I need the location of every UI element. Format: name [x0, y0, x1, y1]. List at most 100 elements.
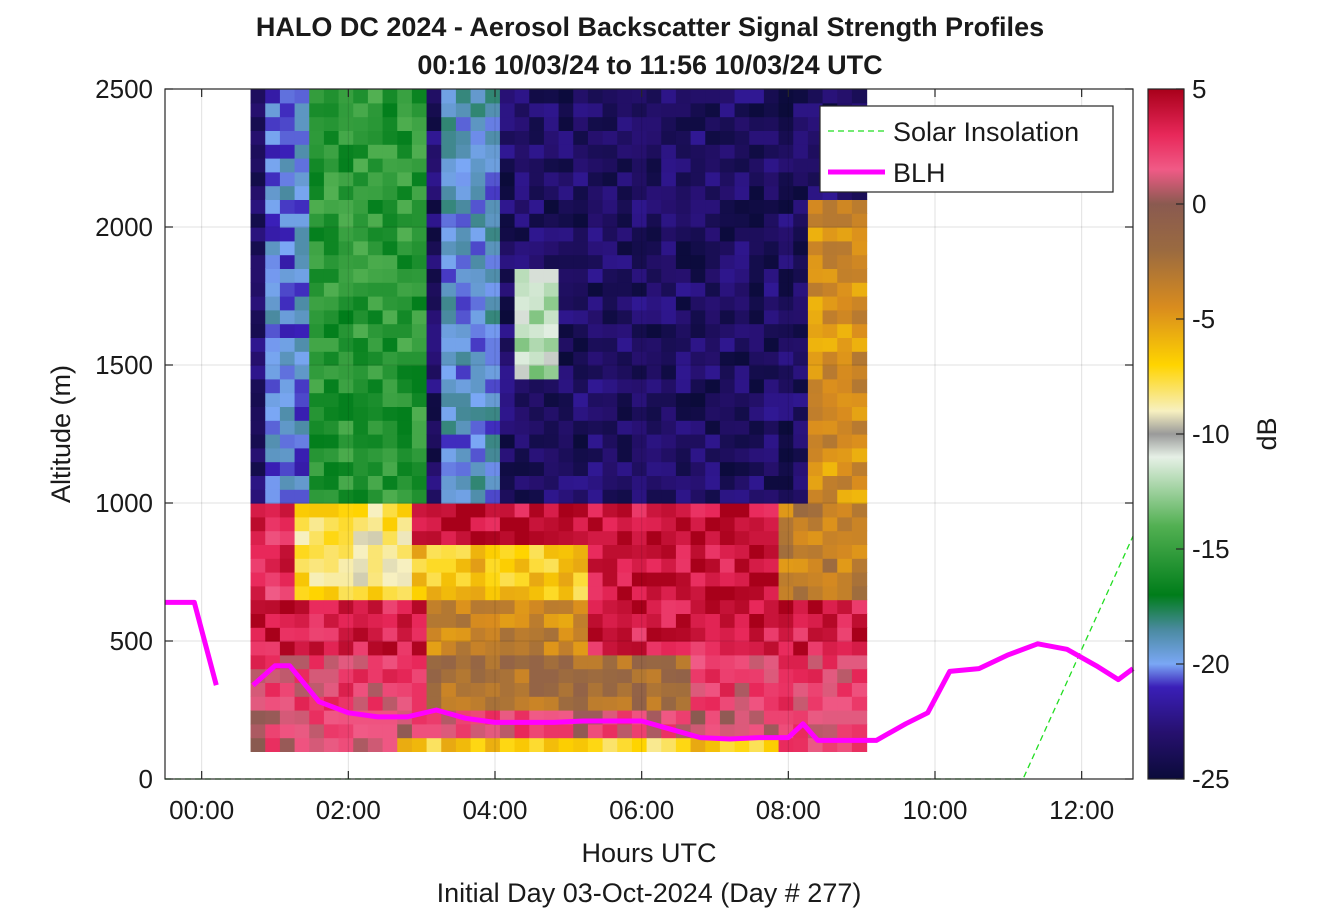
- heatmap-cell: [279, 447, 296, 463]
- heatmap-cell: [323, 654, 340, 670]
- heatmap-cell: [690, 227, 706, 242]
- heatmap-cell: [279, 282, 296, 297]
- heatmap-cell: [778, 337, 794, 352]
- heatmap-cell: [837, 627, 853, 642]
- heatmap-cell: [309, 144, 325, 159]
- heatmap-cell: [455, 296, 472, 311]
- heatmap-cell: [558, 654, 574, 670]
- heatmap-cell: [661, 323, 677, 338]
- heatmap-cell: [397, 613, 413, 628]
- heatmap-cell: [602, 365, 618, 380]
- heatmap-cell: [807, 585, 824, 601]
- heatmap-cell: [807, 282, 824, 297]
- heatmap-cell: [646, 572, 662, 587]
- heatmap-cell: [323, 254, 340, 269]
- heatmap-cell: [309, 116, 325, 131]
- heatmap-cell: [675, 365, 692, 380]
- heatmap-cell: [294, 613, 310, 628]
- heatmap-cell: [793, 613, 809, 628]
- heatmap-cell: [265, 434, 281, 449]
- heatmap-cell: [250, 254, 266, 269]
- heatmap-cell: [353, 309, 369, 325]
- heatmap-cell: [470, 585, 486, 601]
- heatmap-cell: [587, 737, 604, 752]
- heatmap-cell: [631, 158, 648, 173]
- heatmap-cell: [411, 240, 428, 256]
- heatmap-cell: [734, 323, 750, 338]
- heatmap-cell: [646, 351, 662, 366]
- heatmap-cell: [793, 447, 809, 463]
- heatmap-cell: [441, 654, 457, 670]
- heatmap-cell: [573, 668, 589, 683]
- heatmap-cell: [602, 585, 618, 601]
- heatmap-cell: [778, 227, 794, 242]
- heatmap-cell: [529, 516, 545, 532]
- heatmap-cell: [279, 171, 296, 187]
- heatmap-cell: [807, 599, 824, 614]
- heatmap-cell: [807, 668, 824, 683]
- heatmap-cell: [822, 434, 838, 449]
- heatmap-cell: [543, 158, 560, 173]
- heatmap-cell: [675, 130, 692, 145]
- heatmap-cell: [602, 309, 618, 325]
- heatmap-cell: [661, 447, 677, 463]
- heatmap-cell: [367, 723, 384, 739]
- heatmap-cell: [250, 309, 266, 325]
- heatmap-cell: [367, 268, 384, 283]
- heatmap-cell: [646, 378, 662, 394]
- heatmap-cell: [250, 392, 266, 407]
- heatmap-cell: [602, 296, 618, 311]
- heatmap-cell: [514, 227, 530, 242]
- heatmap-cell: [397, 696, 413, 711]
- heatmap-cell: [309, 240, 325, 256]
- heatmap-cell: [690, 682, 706, 697]
- heatmap-cell: [426, 558, 442, 573]
- heatmap-cell: [367, 434, 384, 449]
- heatmap-cell: [705, 116, 721, 131]
- heatmap-cell: [382, 282, 398, 297]
- heatmap-cell: [470, 544, 486, 559]
- heatmap-cell: [617, 144, 633, 159]
- heatmap-cell: [470, 254, 486, 269]
- heatmap-cell: [397, 682, 413, 697]
- heatmap-cell: [250, 585, 266, 601]
- heatmap-cell: [441, 516, 457, 532]
- heatmap-cell: [587, 337, 604, 352]
- heatmap-cell: [719, 599, 736, 614]
- heatmap-cell: [441, 392, 457, 407]
- heatmap-cell: [397, 461, 413, 476]
- heatmap-cell: [837, 654, 853, 670]
- heatmap-cell: [514, 613, 530, 628]
- heatmap-cell: [338, 144, 354, 159]
- heatmap-cell: [690, 461, 706, 476]
- heatmap-cell: [485, 185, 501, 200]
- heatmap-cell: [661, 530, 677, 545]
- heatmap-cell: [587, 434, 604, 449]
- heatmap-cell: [602, 599, 618, 614]
- heatmap-cell: [646, 227, 662, 242]
- heatmap-cell: [353, 392, 369, 407]
- heatmap-cell: [323, 309, 340, 325]
- heatmap-cell: [367, 130, 384, 145]
- heatmap-cell: [470, 516, 486, 532]
- heatmap-cell: [397, 475, 413, 490]
- heatmap-cell: [602, 351, 618, 366]
- heatmap-cell: [338, 434, 354, 449]
- heatmap-cell: [661, 144, 677, 159]
- heatmap-cell: [646, 710, 662, 725]
- heatmap-cell: [529, 268, 545, 283]
- heatmap-cell: [294, 489, 310, 504]
- heatmap-cell: [617, 696, 633, 711]
- heatmap-cell: [558, 199, 574, 214]
- heatmap-cell: [558, 723, 574, 739]
- heatmap-cell: [397, 627, 413, 642]
- heatmap-cell: [397, 544, 413, 559]
- heatmap-cell: [411, 116, 428, 131]
- heatmap-cell: [675, 475, 692, 490]
- heatmap-cell: [323, 378, 340, 394]
- heatmap-cell: [617, 240, 633, 256]
- heatmap-cell: [631, 199, 648, 214]
- heatmap-cell: [778, 296, 794, 311]
- colorbar-tick-label: 0: [1192, 189, 1206, 219]
- heatmap-cell: [338, 158, 354, 173]
